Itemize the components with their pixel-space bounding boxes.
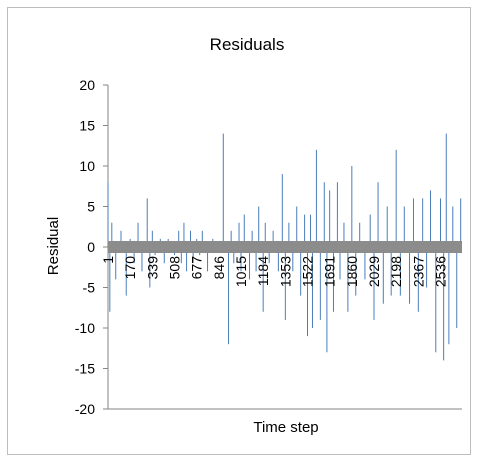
y-tick-label: 5	[87, 199, 95, 215]
x-tick-label: 846	[211, 256, 227, 280]
x-tick-label: 1522	[299, 256, 315, 287]
y-tick-label: 20	[79, 77, 95, 93]
y-tick-label: 15	[79, 118, 95, 134]
x-tick-label: 1184	[255, 256, 271, 286]
x-tick-label: 2536	[432, 256, 448, 287]
y-tick-label: -5	[83, 280, 96, 296]
x-tick-label: 339	[144, 256, 160, 280]
x-axis-band	[108, 241, 462, 253]
x-tick-label: 2367	[410, 256, 426, 287]
chart-title: Residuals	[210, 35, 285, 54]
x-tick-label: 508	[166, 256, 182, 280]
residual-series	[107, 133, 462, 361]
x-axis-title: Time step	[253, 419, 318, 436]
x-tick-label: 1860	[344, 256, 360, 287]
y-tick-label: 0	[87, 239, 95, 255]
y-tick-label: 10	[79, 158, 95, 174]
y-tick-label: -20	[75, 401, 95, 417]
x-tick-label: 1691	[322, 256, 338, 287]
x-tick-label: 677	[189, 256, 205, 280]
y-axis-title: Residual	[45, 217, 62, 275]
y-axis: 20 15 10 5 0 -5 -10 -15 -20	[75, 77, 462, 417]
x-tick-label: 2029	[366, 256, 382, 287]
x-tick-label: 1015	[233, 256, 249, 287]
y-tick-label: -10	[75, 320, 95, 336]
x-axis: 1 170 339 508 677 846 1015 1184 1353 1522 1691 1860…	[100, 241, 462, 287]
x-tick-label: 1	[100, 256, 116, 264]
y-tick-label: -15	[75, 361, 95, 377]
x-tick-label: 170	[122, 256, 138, 280]
x-tick-label: 1353	[277, 256, 293, 287]
x-tick-label: 2198	[388, 256, 404, 287]
